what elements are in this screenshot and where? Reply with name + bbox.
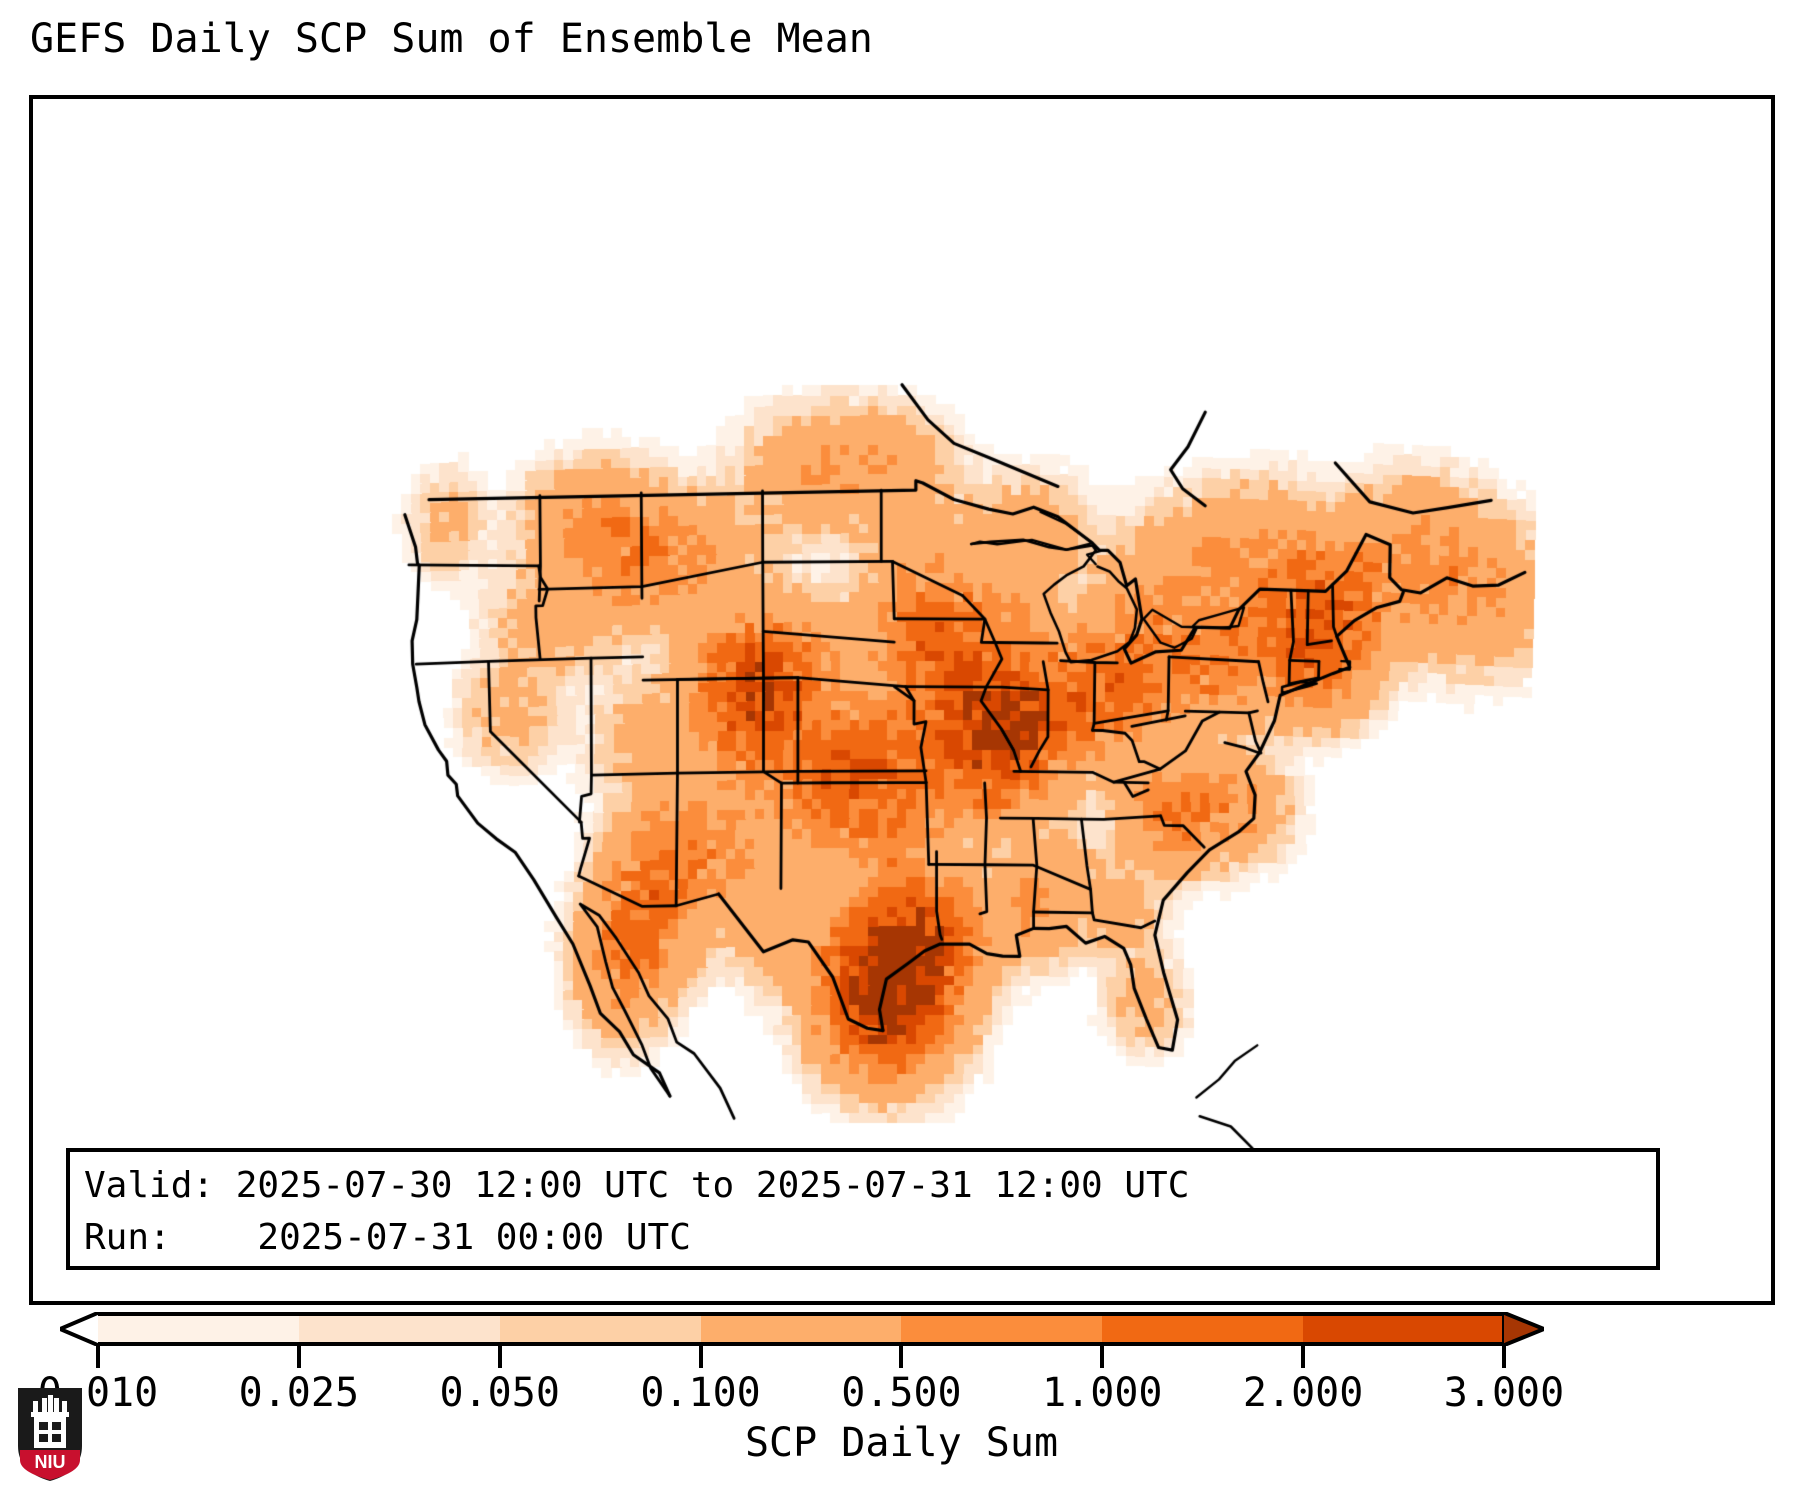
colorbar-tick-label-6: 2.000: [1242, 1370, 1364, 1416]
colorbar-tick-0: [96, 1346, 100, 1368]
colorbar-extend-min-arrow: [60, 1312, 100, 1346]
colorbar-band-2: [499, 1316, 701, 1342]
colorbar-band-0: [98, 1316, 299, 1342]
colorbar-tick-3: [698, 1346, 703, 1368]
niu-logo-text: NIU: [35, 1452, 66, 1472]
colorbar-tick-label-5: 1.000: [1042, 1370, 1163, 1416]
scp-heatmap-canvas: [33, 99, 1771, 1301]
colorbar-band-4: [901, 1316, 1103, 1342]
colorbar-tick-label-2: 0.050: [439, 1370, 560, 1416]
colorbar-tick-5: [1100, 1346, 1105, 1368]
map-frame: [29, 95, 1775, 1305]
colorbar-tick-4: [899, 1346, 904, 1368]
colorbar-tick-label-7: 3.000: [1443, 1370, 1565, 1416]
colorbar-tick-label-1: 0.025: [238, 1370, 360, 1416]
colorbar-band-3: [700, 1316, 902, 1342]
colorbar-tick-6: [1301, 1346, 1306, 1368]
colorbar-bands: [98, 1312, 1505, 1346]
colorbar-extend-max-arrow: [1502, 1312, 1544, 1346]
valid-run-info-box: Valid: 2025-07-30 12:00 UTC to 2025-07-3…: [66, 1148, 1660, 1270]
colorbar-band-6: [1303, 1316, 1505, 1342]
colorbar-tick-2: [497, 1346, 502, 1368]
colorbar-band-5: [1102, 1316, 1304, 1342]
colorbar-band-1: [298, 1316, 500, 1342]
valid-time-line: Valid: 2025-07-30 12:00 UTC to 2025-07-3…: [84, 1165, 1190, 1206]
page-title: GEFS Daily SCP Sum of Ensemble Mean: [30, 16, 873, 62]
run-time-line: Run: 2025-07-31 00:00 UTC: [84, 1217, 691, 1258]
colorbar: 0.010 0.025 0.050 0.100 0.500 1.000 2.000 3.000: [38, 1306, 1564, 1416]
niu-logo: NIU: [18, 1388, 82, 1481]
colorbar-tick-label-4: 0.500: [841, 1370, 962, 1416]
colorbar-tick-7: [1502, 1346, 1506, 1368]
colorbar-tick-1: [296, 1346, 301, 1368]
colorbar-axis-label: SCP Daily Sum: [744, 1420, 1059, 1466]
colorbar-tick-label-3: 0.100: [640, 1370, 761, 1416]
